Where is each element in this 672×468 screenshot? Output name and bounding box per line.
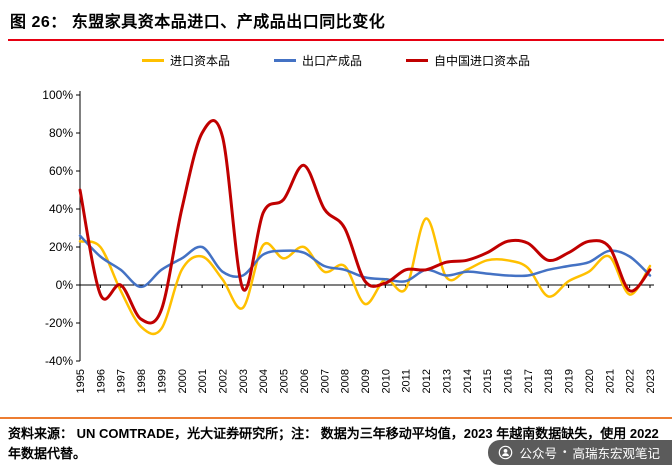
x-tick-label: 2023 bbox=[645, 369, 657, 393]
y-tick-label: -40% bbox=[45, 354, 73, 368]
x-tick-label: 2010 bbox=[380, 369, 392, 393]
x-tick-label: 2001 bbox=[197, 369, 209, 393]
watermark-badge: 公众号 • 高瑞东宏观笔记 bbox=[488, 440, 672, 465]
x-tick-label: 2022 bbox=[625, 369, 637, 393]
y-tick-label: 0% bbox=[56, 278, 74, 292]
chart-svg: -40% -20% 0% 20% 40% 60% 80% 100% 1995 1996 1997 19… bbox=[42, 88, 657, 393]
x-tick-label: 1995 bbox=[75, 369, 87, 393]
official-account-icon bbox=[499, 445, 513, 460]
x-tick-label: 2012 bbox=[421, 369, 433, 393]
y-tick-label: 80% bbox=[49, 126, 73, 140]
y-tick-label: 60% bbox=[49, 164, 73, 178]
series-line-2 bbox=[78, 119, 652, 325]
chart-legend: 进口资本品 出口产成品 自中国进口资本品 bbox=[0, 41, 672, 79]
watermark-separator: • bbox=[562, 447, 567, 458]
legend-item-1: 出口产成品 bbox=[273, 52, 362, 69]
x-tick-label: 2005 bbox=[279, 369, 291, 393]
legend-swatch-1 bbox=[273, 58, 296, 62]
source-note: 资料来源： UN COMTRADE，光大证券研究所；注： 数据为三年移动平均值，… bbox=[0, 417, 672, 464]
x-tick-label: 2000 bbox=[177, 369, 189, 393]
y-tick-label: 40% bbox=[49, 202, 73, 216]
figure-title: 图 26： 东盟家具资本品进口、产成品出口同比变化 bbox=[8, 6, 664, 41]
x-tick-label: 1998 bbox=[136, 369, 148, 393]
legend-swatch-0 bbox=[141, 58, 164, 62]
x-tick-label: 2011 bbox=[401, 369, 413, 393]
x-tick-label: 2020 bbox=[584, 369, 596, 393]
x-tick-label: 2017 bbox=[523, 369, 535, 393]
watermark-name: 高瑞东宏观笔记 bbox=[572, 447, 660, 461]
y-tick-label: 100% bbox=[42, 88, 73, 102]
x-tick-label: 2007 bbox=[319, 369, 331, 393]
source-note-text: 资料来源： UN COMTRADE，光大证券研究所；注： 数据为三年移动平均值，… bbox=[8, 426, 659, 462]
x-tick-label: 2008 bbox=[340, 369, 352, 393]
y-tick-label: -20% bbox=[45, 316, 73, 330]
y-tick-label: 20% bbox=[49, 240, 73, 254]
x-tick-label: 2013 bbox=[441, 369, 453, 393]
x-tick-label: 2004 bbox=[258, 369, 270, 393]
watermark-label: 公众号 bbox=[519, 447, 557, 461]
figure-title-bar: 图 26： 东盟家具资本品进口、产成品出口同比变化 bbox=[0, 0, 672, 41]
legend-label-0: 进口资本品 bbox=[169, 53, 230, 68]
x-tick-label: 2018 bbox=[543, 369, 555, 393]
x-tick-label: 2014 bbox=[462, 369, 474, 393]
x-tick-label: 2016 bbox=[503, 369, 515, 393]
x-tick-label: 2015 bbox=[482, 369, 494, 393]
series-line-0 bbox=[78, 217, 652, 336]
x-tick-label: 2019 bbox=[564, 369, 576, 393]
x-tick-label: 1999 bbox=[156, 369, 168, 393]
x-tick-label: 1997 bbox=[116, 369, 128, 393]
legend-item-2: 自中国进口资本品 bbox=[406, 52, 530, 69]
series-line-1 bbox=[78, 234, 652, 289]
x-tick-label: 1996 bbox=[95, 369, 107, 393]
x-tick-label: 2009 bbox=[360, 369, 372, 393]
legend-label-1: 出口产成品 bbox=[301, 53, 362, 68]
legend-item-0: 进口资本品 bbox=[141, 52, 230, 69]
x-tick-label: 2002 bbox=[218, 369, 230, 393]
x-tick-label: 2006 bbox=[299, 369, 311, 393]
legend-swatch-2 bbox=[406, 58, 428, 62]
legend-label-2: 自中国进口资本品 bbox=[434, 53, 531, 68]
x-tick-label: 2003 bbox=[238, 369, 250, 393]
x-tick-label: 2021 bbox=[604, 369, 616, 393]
